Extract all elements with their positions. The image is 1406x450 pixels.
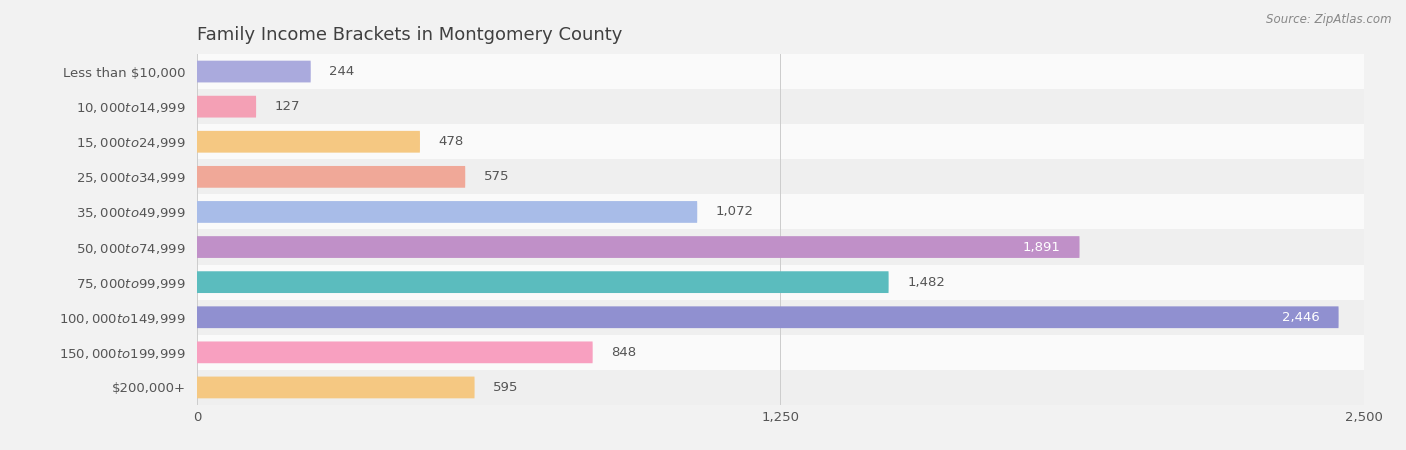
Bar [197, 230, 1364, 265]
Bar [197, 335, 1364, 370]
FancyBboxPatch shape [197, 271, 889, 293]
Bar [197, 194, 1364, 230]
Bar [197, 159, 1364, 194]
FancyBboxPatch shape [197, 166, 465, 188]
Text: 595: 595 [494, 381, 519, 394]
Text: Source: ZipAtlas.com: Source: ZipAtlas.com [1267, 14, 1392, 27]
FancyBboxPatch shape [197, 306, 1339, 328]
FancyBboxPatch shape [197, 131, 420, 153]
FancyBboxPatch shape [197, 236, 1080, 258]
Text: 478: 478 [439, 135, 464, 148]
FancyBboxPatch shape [197, 61, 311, 82]
Bar [197, 370, 1364, 405]
Bar [197, 300, 1364, 335]
Text: 244: 244 [329, 65, 354, 78]
Text: 2,446: 2,446 [1282, 311, 1320, 324]
Text: Family Income Brackets in Montgomery County: Family Income Brackets in Montgomery Cou… [197, 26, 623, 44]
FancyBboxPatch shape [197, 342, 593, 363]
Bar [197, 89, 1364, 124]
Text: 1,482: 1,482 [907, 276, 945, 288]
Text: 575: 575 [484, 171, 509, 183]
Text: 1,891: 1,891 [1024, 241, 1062, 253]
FancyBboxPatch shape [197, 201, 697, 223]
FancyBboxPatch shape [197, 96, 256, 117]
Text: 848: 848 [612, 346, 637, 359]
FancyBboxPatch shape [197, 377, 475, 398]
Bar [197, 124, 1364, 159]
Text: 127: 127 [274, 100, 301, 113]
Bar [197, 265, 1364, 300]
Bar [197, 54, 1364, 89]
Text: 1,072: 1,072 [716, 206, 754, 218]
